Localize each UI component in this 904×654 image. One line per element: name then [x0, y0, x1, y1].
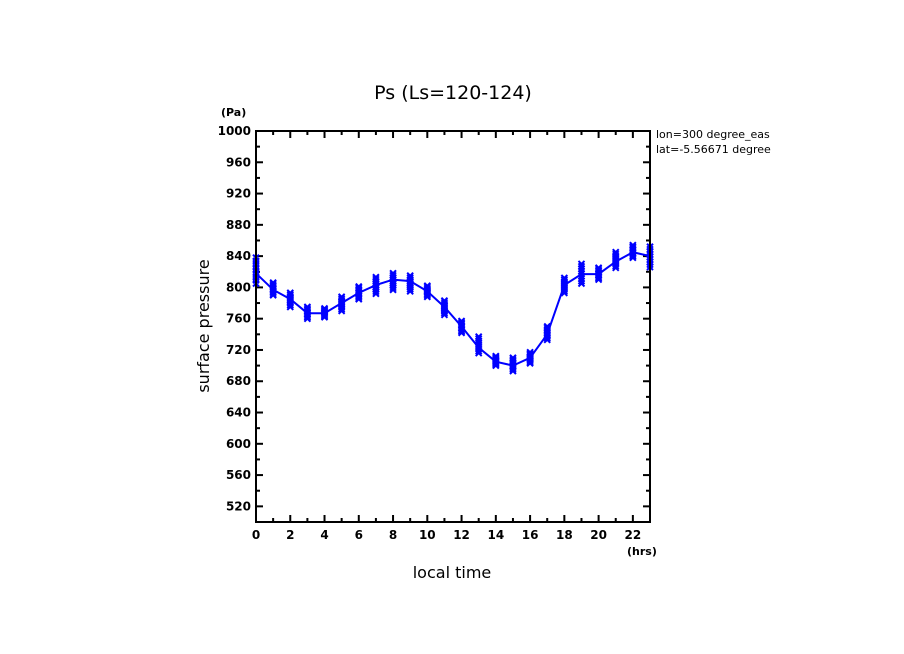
- y-tick-label: 880: [226, 218, 251, 232]
- sample-marker: [509, 354, 517, 362]
- y-tick-label: 800: [226, 280, 251, 294]
- sample-marker: [560, 274, 569, 282]
- x-tick-label: 16: [522, 528, 539, 542]
- y-tick-label: 560: [226, 468, 251, 482]
- sample-marker: [612, 248, 620, 256]
- sample-marker: [612, 250, 620, 258]
- sample-marker: [320, 304, 329, 313]
- annotation-lon: lon=300 degree_eas: [656, 128, 770, 141]
- y-tick-label: 680: [226, 374, 251, 388]
- sample-marker: [269, 279, 277, 287]
- sample-marker: [372, 273, 380, 281]
- y-tick-label: 720: [226, 343, 251, 357]
- sample-marker: [560, 276, 569, 284]
- x-tick-label: 8: [389, 528, 397, 542]
- sample-marker: [372, 275, 380, 283]
- x-tick-label: 0: [252, 528, 260, 542]
- sample-marker: [492, 352, 500, 360]
- sample-marker: [474, 335, 483, 343]
- mean-line: [255, 251, 651, 367]
- sample-marker: [355, 282, 363, 291]
- sample-marker: [269, 280, 277, 288]
- sample-marker: [577, 260, 586, 268]
- y-tick-label: 760: [226, 312, 251, 326]
- x-tick-label: 4: [320, 528, 328, 542]
- sample-marker: [594, 264, 603, 272]
- sample-marker: [337, 293, 346, 301]
- sample-marker: [389, 269, 397, 278]
- sample-marker: [474, 332, 483, 341]
- x-tick-label: 22: [625, 528, 642, 542]
- x-tick-label: 12: [453, 528, 470, 542]
- y-tick-label: 920: [226, 187, 251, 201]
- annotation-lat: lat=-5.56671 degree: [656, 143, 771, 156]
- sample-marker: [594, 265, 603, 274]
- x-tick-label: 18: [556, 528, 573, 542]
- y-tick-label: 520: [226, 499, 251, 513]
- y-tick-label: 600: [226, 437, 251, 451]
- x-axis-label: local time: [413, 563, 492, 582]
- sample-marker: [286, 289, 294, 297]
- sample-marker: [303, 303, 312, 311]
- y-tick-label: 1000: [218, 124, 251, 138]
- x-unit-label: (hrs): [627, 545, 657, 558]
- sample-marker: [389, 271, 397, 280]
- x-tick-label: 20: [590, 528, 607, 542]
- sample-marker: [423, 282, 432, 290]
- tick-labels: 0 2 4 6 8 10 12 14 16 18 20 22 520 560 600 640 680 720 760…: [218, 124, 642, 542]
- sample-marker: [440, 296, 449, 305]
- sample-marker: [337, 294, 346, 303]
- axis-ticks: [255, 130, 651, 523]
- sample-marker: [509, 355, 517, 364]
- x-tick-label: 2: [286, 528, 294, 542]
- sample-marker: [577, 262, 586, 271]
- y-axis-label: surface pressure: [194, 259, 213, 392]
- y-tick-label: 640: [226, 406, 251, 420]
- sample-marker: [629, 243, 637, 251]
- y-unit-label: (Pa): [221, 106, 246, 119]
- x-tick-label: 14: [487, 528, 504, 542]
- sample-marker: [355, 284, 363, 292]
- sample-marker: [286, 290, 294, 299]
- chart-title: Ps (Ls=120-124): [374, 82, 532, 104]
- sample-marker: [406, 273, 414, 282]
- x-tick-label: 10: [419, 528, 436, 542]
- y-tick-label: 960: [226, 155, 251, 169]
- sample-marker: [629, 241, 637, 249]
- sample-marker: [406, 271, 414, 280]
- plot-frame: [255, 130, 651, 523]
- sample-markers: [252, 241, 654, 375]
- x-tick-label: 6: [355, 528, 363, 542]
- y-tick-label: 840: [226, 249, 251, 263]
